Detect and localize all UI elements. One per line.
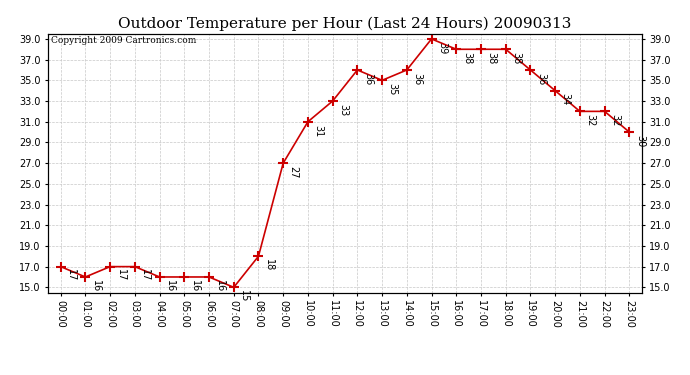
Text: 16: 16 bbox=[91, 280, 101, 292]
Text: 36: 36 bbox=[536, 73, 546, 85]
Text: 38: 38 bbox=[462, 52, 472, 64]
Text: 38: 38 bbox=[511, 52, 521, 64]
Text: 31: 31 bbox=[313, 124, 324, 137]
Text: 36: 36 bbox=[413, 73, 422, 85]
Text: 17: 17 bbox=[66, 269, 76, 282]
Text: 18: 18 bbox=[264, 259, 274, 271]
Text: 15: 15 bbox=[239, 290, 249, 303]
Text: 16: 16 bbox=[215, 280, 224, 292]
Text: 17: 17 bbox=[116, 269, 126, 282]
Text: 32: 32 bbox=[610, 114, 620, 126]
Text: 34: 34 bbox=[561, 93, 571, 106]
Text: 32: 32 bbox=[585, 114, 595, 126]
Title: Outdoor Temperature per Hour (Last 24 Hours) 20090313: Outdoor Temperature per Hour (Last 24 Ho… bbox=[118, 17, 572, 31]
Text: 33: 33 bbox=[338, 104, 348, 116]
Text: 30: 30 bbox=[635, 135, 645, 147]
Text: Copyright 2009 Cartronics.com: Copyright 2009 Cartronics.com bbox=[51, 36, 197, 45]
Text: 38: 38 bbox=[486, 52, 497, 64]
Text: 16: 16 bbox=[165, 280, 175, 292]
Text: 17: 17 bbox=[140, 269, 150, 282]
Text: 27: 27 bbox=[288, 166, 299, 178]
Text: 16: 16 bbox=[190, 280, 200, 292]
Text: 35: 35 bbox=[388, 83, 397, 96]
Text: 39: 39 bbox=[437, 42, 447, 54]
Text: 36: 36 bbox=[363, 73, 373, 85]
